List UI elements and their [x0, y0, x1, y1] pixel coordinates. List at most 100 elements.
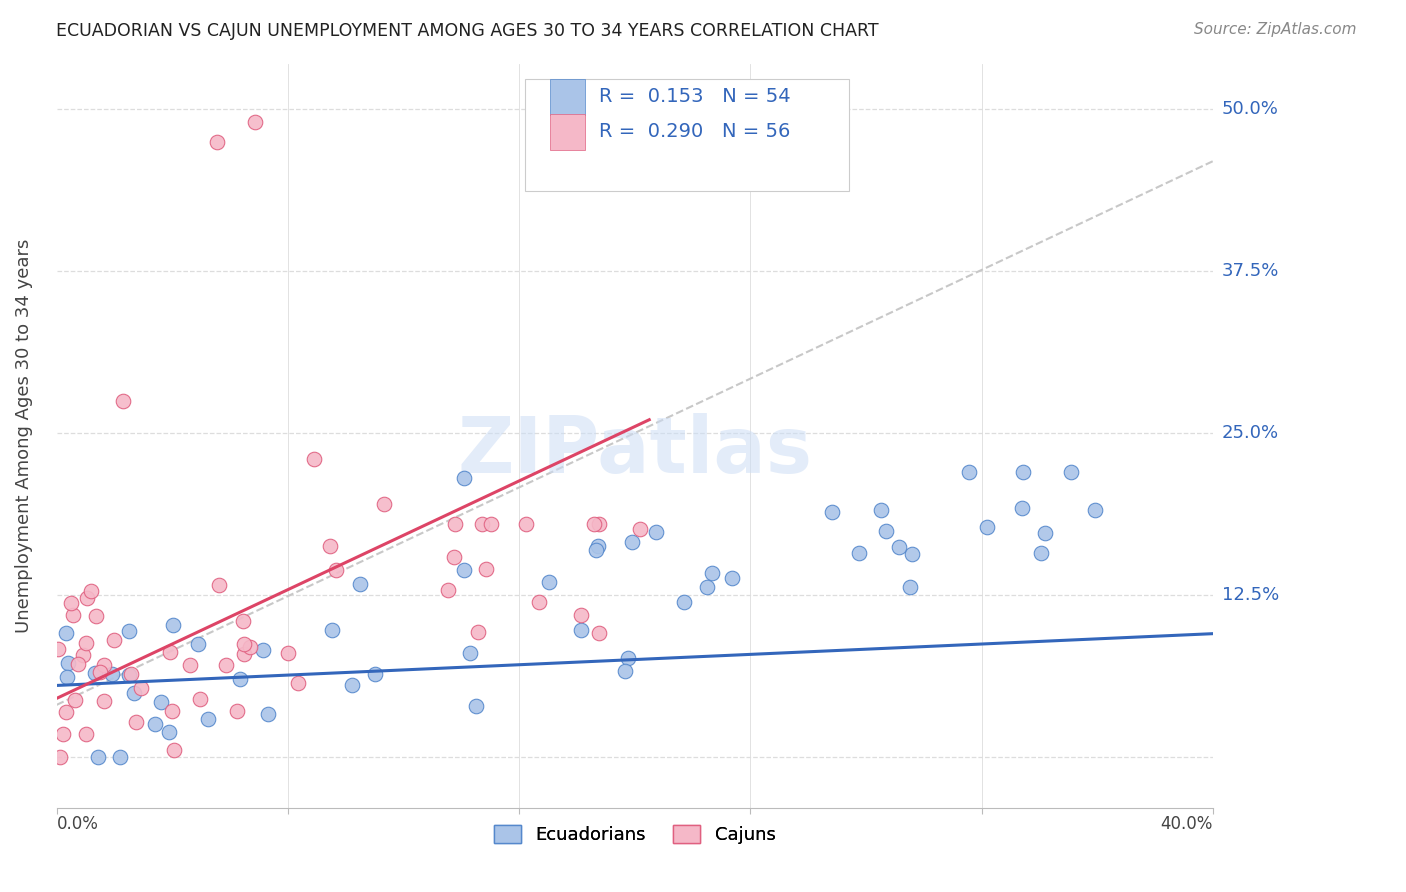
Point [233, 637, 256, 651]
Point [976, 519, 998, 533]
Point [467, 625, 489, 640]
Point [453, 563, 475, 577]
Point [56, 657, 79, 671]
Point [443, 550, 465, 565]
Point [179, 657, 201, 672]
Point [80, 583, 103, 598]
Point [197, 712, 219, 726]
Point [887, 540, 910, 554]
Point [55, 626, 77, 640]
Point [232, 614, 254, 628]
Text: 40.0%: 40.0% [1160, 815, 1213, 833]
Point [84, 666, 107, 681]
Point [538, 574, 561, 589]
Point [614, 664, 637, 678]
Point [287, 675, 309, 690]
Point [1031, 546, 1053, 560]
Point [46, 641, 69, 656]
Point [342, 678, 364, 692]
Point [621, 535, 644, 549]
Point [205, 135, 228, 149]
Point [1011, 500, 1033, 515]
Point [93, 657, 115, 672]
Point [898, 580, 921, 594]
Point [75, 636, 97, 650]
Point [55, 705, 77, 719]
Point [256, 706, 278, 721]
Point [349, 577, 371, 591]
Point [72, 648, 94, 662]
Point [453, 471, 475, 485]
Point [957, 465, 980, 479]
Point [1033, 525, 1056, 540]
Point [588, 516, 610, 531]
Point [208, 577, 231, 591]
Point [84, 608, 107, 623]
Point [628, 522, 651, 536]
Text: 0.0%: 0.0% [56, 815, 98, 833]
Point [475, 562, 498, 576]
Point [529, 595, 551, 609]
Point [243, 115, 266, 129]
Point [875, 524, 897, 539]
Point [364, 667, 387, 681]
Point [373, 497, 395, 511]
Point [93, 694, 115, 708]
Text: 37.5%: 37.5% [1222, 262, 1279, 280]
Point [100, 667, 122, 681]
Point [325, 562, 347, 576]
Text: R =  0.290   N = 56: R = 0.290 N = 56 [599, 122, 790, 141]
Point [65, 693, 87, 707]
Point [696, 580, 718, 594]
Text: 25.0%: 25.0% [1222, 424, 1279, 442]
Y-axis label: Unemployment Among Ages 30 to 34 years: Unemployment Among Ages 30 to 34 years [15, 239, 32, 633]
Point [481, 516, 503, 531]
Point [60, 596, 83, 610]
Point [118, 624, 141, 638]
Point [157, 725, 180, 739]
Point [120, 667, 142, 681]
Point [87, 749, 110, 764]
Point [436, 582, 458, 597]
Point [129, 681, 152, 696]
Point [143, 716, 166, 731]
Point [108, 749, 131, 764]
Point [239, 640, 262, 654]
Point [1084, 503, 1107, 517]
Point [159, 645, 181, 659]
Point [252, 642, 274, 657]
Point [302, 451, 325, 466]
FancyBboxPatch shape [550, 114, 585, 150]
Point [232, 648, 254, 662]
Point [226, 704, 249, 718]
Point [150, 695, 173, 709]
Point [617, 650, 640, 665]
Point [515, 516, 537, 531]
Point [672, 595, 695, 609]
Point [163, 743, 186, 757]
Point [319, 539, 342, 553]
Point [52, 727, 75, 741]
Point [76, 591, 98, 605]
Point [56, 670, 79, 684]
Text: 12.5%: 12.5% [1222, 586, 1279, 604]
Point [215, 657, 238, 672]
Point [586, 540, 609, 554]
Point [702, 566, 724, 580]
Point [187, 637, 209, 651]
Text: 50.0%: 50.0% [1222, 101, 1278, 119]
Text: ECUADORIAN VS CAJUN UNEMPLOYMENT AMONG AGES 30 TO 34 YEARS CORRELATION CHART: ECUADORIAN VS CAJUN UNEMPLOYMENT AMONG A… [56, 22, 879, 40]
Point [901, 547, 924, 561]
Text: Source: ZipAtlas.com: Source: ZipAtlas.com [1194, 22, 1357, 37]
Point [870, 502, 893, 516]
Point [644, 524, 666, 539]
Point [162, 617, 184, 632]
Point [62, 608, 84, 623]
Point [75, 727, 97, 741]
Point [103, 632, 125, 647]
Point [848, 545, 870, 559]
Point [444, 516, 467, 531]
Point [125, 714, 148, 729]
Point [721, 571, 744, 585]
Point [66, 657, 89, 672]
